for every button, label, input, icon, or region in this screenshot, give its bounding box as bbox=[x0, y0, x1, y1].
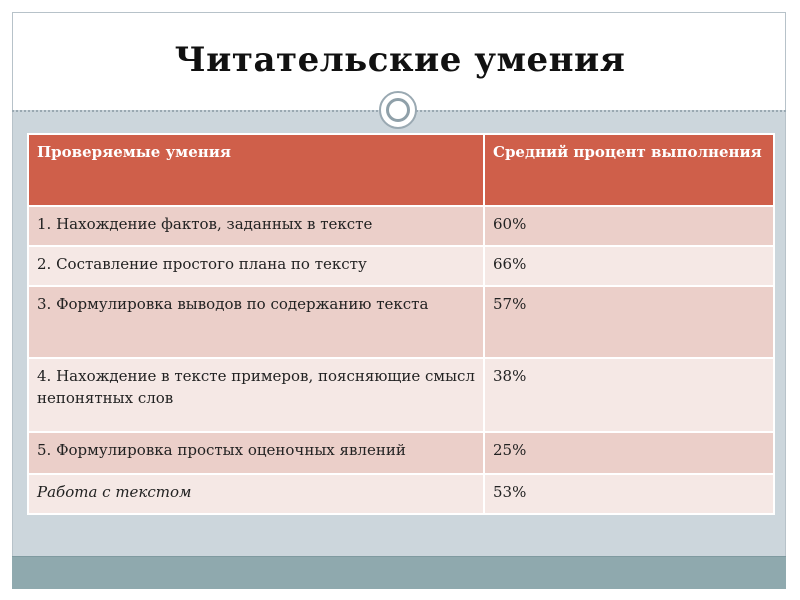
page-title: Читательские умения bbox=[174, 40, 626, 80]
bottom-strip bbox=[12, 556, 786, 589]
table-row: 4. Нахождение в тексте примеров, поясняю… bbox=[27, 357, 775, 433]
percent-cell: 53% bbox=[483, 473, 775, 515]
skills-table: Проверяемые умения Средний процент выпол… bbox=[27, 133, 775, 515]
table-row: Работа с текстом 53% bbox=[27, 473, 775, 515]
skill-cell: 4. Нахождение в тексте примеров, поясняю… bbox=[27, 357, 485, 433]
table-row: 3. Формулировка выводов по содержанию те… bbox=[27, 285, 775, 359]
table-row: 5. Формулировка простых оценочных явлени… bbox=[27, 431, 775, 475]
skill-cell: 3. Формулировка выводов по содержанию те… bbox=[27, 285, 485, 359]
percent-cell: 60% bbox=[483, 205, 775, 247]
circle-ornament-icon bbox=[379, 91, 417, 129]
header-skills: Проверяемые умения bbox=[27, 133, 485, 207]
table-header-row: Проверяемые умения Средний процент выпол… bbox=[27, 133, 775, 207]
percent-cell: 57% bbox=[483, 285, 775, 359]
percent-cell: 66% bbox=[483, 245, 775, 287]
header-percent: Средний процент выполнения bbox=[483, 133, 775, 207]
skill-cell: Работа с текстом bbox=[27, 473, 485, 515]
percent-cell: 25% bbox=[483, 431, 775, 475]
skill-cell: 5. Формулировка простых оценочных явлени… bbox=[27, 431, 485, 475]
skill-cell: 2. Составление простого плана по тексту bbox=[27, 245, 485, 287]
table-row: 1. Нахождение фактов, заданных в тексте … bbox=[27, 205, 775, 247]
table-row: 2. Составление простого плана по тексту … bbox=[27, 245, 775, 287]
percent-cell: 38% bbox=[483, 357, 775, 433]
skill-cell: 1. Нахождение фактов, заданных в тексте bbox=[27, 205, 485, 247]
